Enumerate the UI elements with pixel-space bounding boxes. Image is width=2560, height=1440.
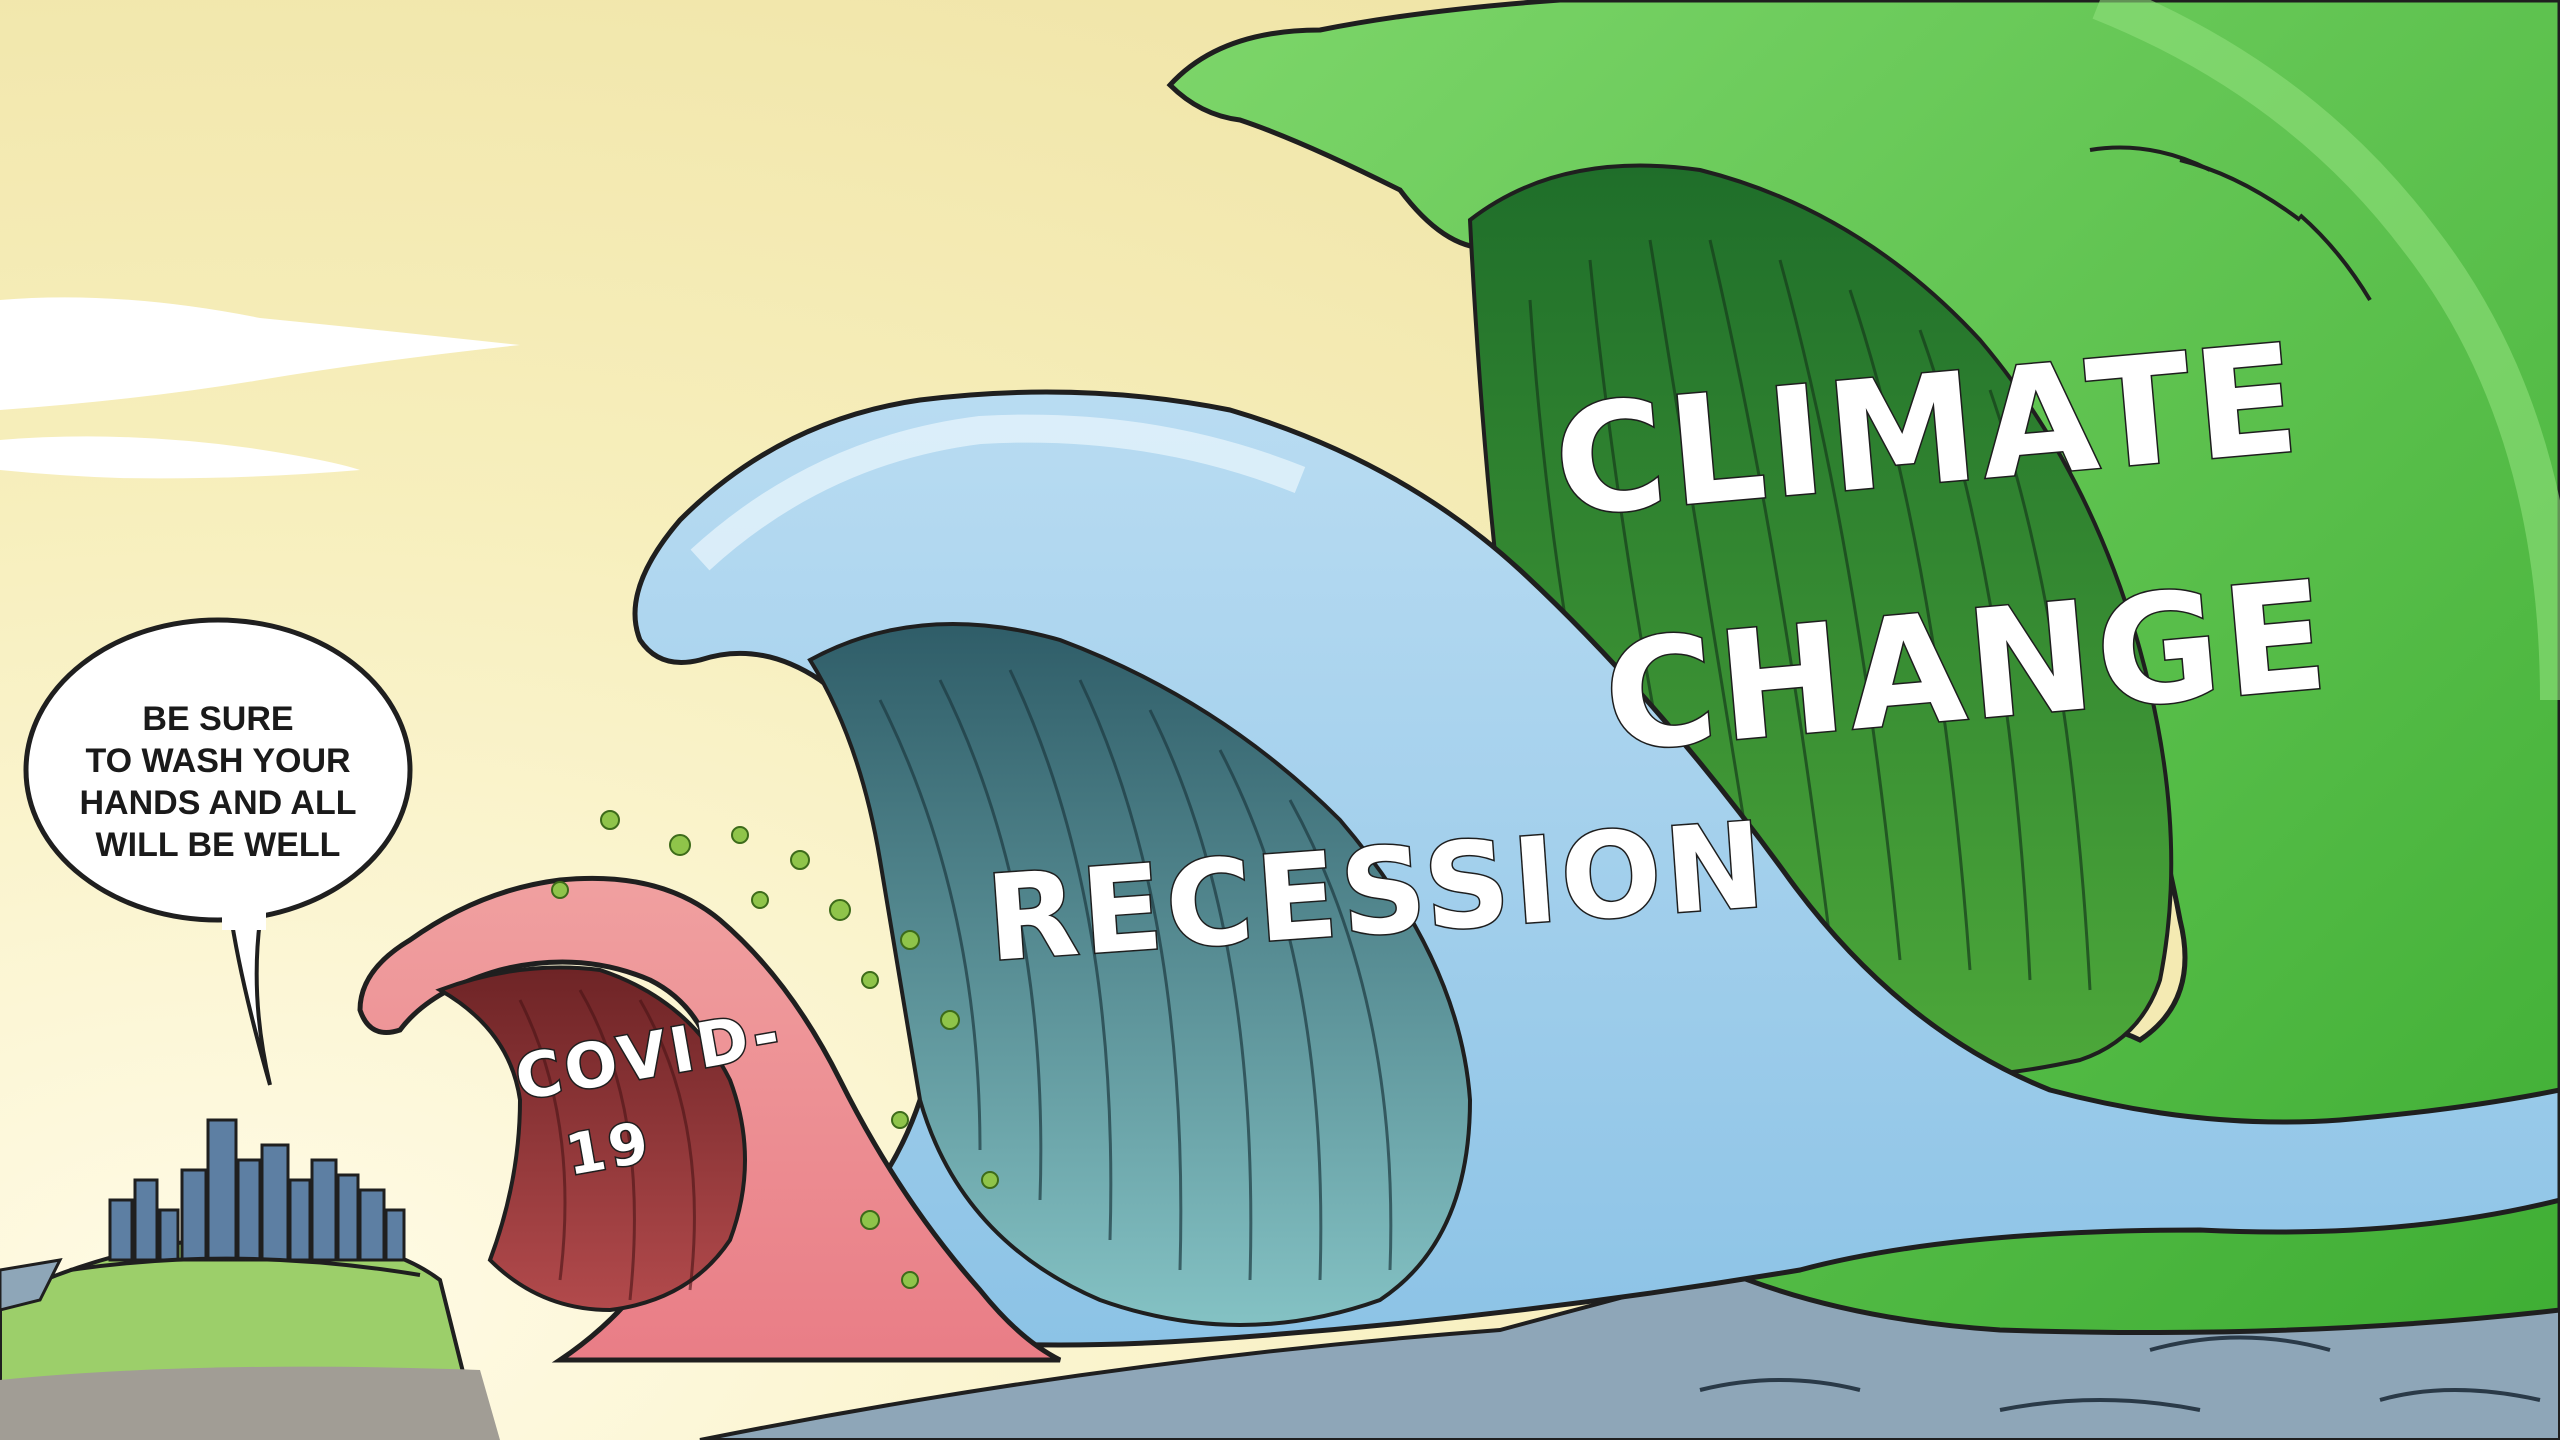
speech-bubble-line1: BE SURE <box>142 700 293 738</box>
island-edge <box>69 1256 421 1277</box>
recession-wave <box>632 389 2560 1348</box>
covid-19-wave <box>357 875 1062 1363</box>
shore <box>0 1366 500 1440</box>
speech-bubble-line2: TO WASH YOUR <box>85 742 350 780</box>
speech-bubble <box>23 617 413 1086</box>
speech-bubble-line3: HANDS AND ALL <box>79 784 356 822</box>
virus-particles <box>551 810 999 1289</box>
clouds <box>0 297 520 479</box>
bay <box>0 1258 63 1312</box>
speech-bubble-line4: WILL BE WELL <box>96 826 341 864</box>
